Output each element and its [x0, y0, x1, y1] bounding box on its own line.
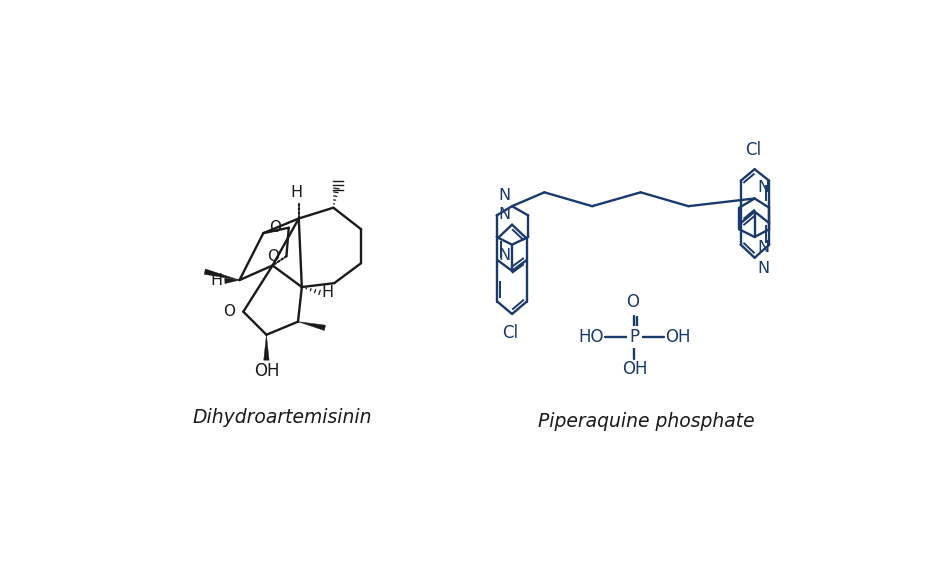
Text: O: O [627, 293, 640, 311]
Text: H: H [210, 274, 222, 289]
Text: OH: OH [622, 360, 647, 378]
Text: OH: OH [254, 362, 279, 380]
Polygon shape [298, 321, 326, 331]
Text: Piperaquine phosphate: Piperaquine phosphate [538, 412, 754, 431]
Text: H: H [322, 285, 334, 300]
Text: H: H [290, 185, 302, 200]
Text: P: P [630, 328, 640, 346]
Polygon shape [225, 278, 239, 283]
Text: O: O [267, 249, 279, 264]
Polygon shape [205, 269, 239, 280]
Text: Cl: Cl [502, 324, 519, 342]
Text: N: N [758, 261, 770, 276]
Text: HO: HO [578, 328, 604, 346]
Text: O: O [223, 304, 235, 319]
Text: Cl: Cl [745, 141, 761, 159]
Polygon shape [264, 335, 269, 360]
Text: OH: OH [665, 328, 691, 346]
Text: N: N [498, 248, 511, 263]
Text: Dihydroartemisinin: Dihydroartemisinin [193, 408, 372, 427]
Text: N: N [757, 240, 769, 255]
Text: N: N [498, 207, 511, 222]
Text: O: O [269, 220, 281, 235]
Text: N: N [498, 188, 511, 203]
Text: N: N [757, 180, 769, 195]
